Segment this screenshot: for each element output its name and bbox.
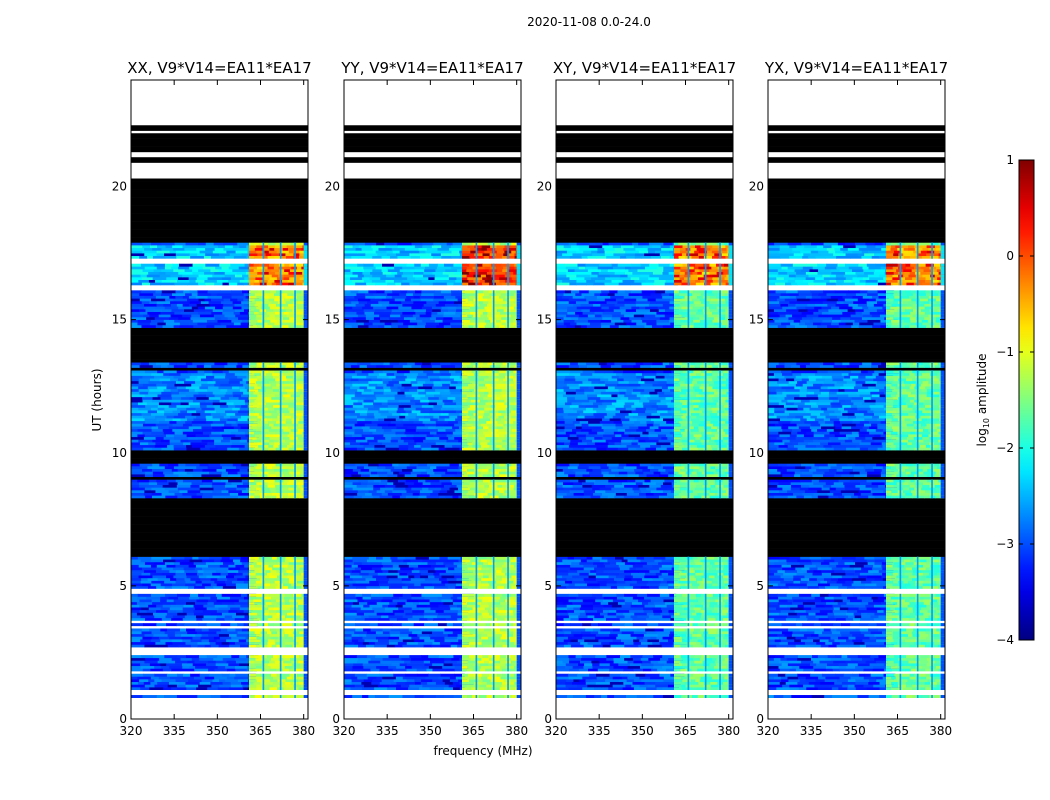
- x-tick-label: 365: [462, 724, 485, 738]
- x-tick-label: 380: [505, 724, 528, 738]
- y-tick-label: 0: [119, 712, 127, 726]
- panel-title: XX, V9*V14=EA11*EA17: [127, 59, 311, 77]
- y-axis-label: UT (hours): [90, 368, 104, 431]
- x-tick-label: 365: [674, 724, 697, 738]
- colorbar-tick-label: −3: [996, 537, 1014, 551]
- colorbar-tick-label: −4: [996, 633, 1014, 647]
- x-tick-label: 380: [929, 724, 952, 738]
- colorbar: 1 0 −1 −2 −3 −4 log10 amplitude: [975, 153, 1035, 647]
- colorbar-tick-label: −1: [996, 345, 1014, 359]
- colorbar-frame: [1018, 159, 1035, 641]
- y-tick-label: 0: [544, 712, 552, 726]
- y-tick-label: 0: [332, 712, 340, 726]
- colorbar-gradient: [1019, 160, 1034, 640]
- x-axis-label: frequency (MHz): [433, 744, 532, 758]
- axes-frame: [555, 79, 734, 720]
- axes-frame: [343, 79, 522, 720]
- x-tick-label: 320: [333, 724, 356, 738]
- y-tick-label: 20: [325, 180, 340, 194]
- colorbar-tick-label: 1: [1006, 153, 1014, 167]
- x-tick-label: 335: [376, 724, 399, 738]
- heatmap-image: [131, 80, 308, 719]
- x-tick-label: 350: [631, 724, 654, 738]
- y-tick-label: 0: [756, 712, 764, 726]
- x-tick-label: 380: [717, 724, 740, 738]
- axes-frame: [130, 79, 309, 720]
- x-tick-label: 380: [292, 724, 315, 738]
- y-tick-label: 5: [332, 579, 340, 593]
- panel-title: YX, V9*V14=EA11*EA17: [764, 59, 948, 77]
- y-tick-label: 10: [325, 446, 340, 460]
- x-tick-label: 320: [545, 724, 568, 738]
- y-tick-label: 15: [749, 313, 764, 327]
- x-tick-label: 320: [757, 724, 780, 738]
- y-tick-label: 10: [537, 446, 552, 460]
- colorbar-label: log10 amplitude: [975, 354, 991, 447]
- y-tick-label: 15: [112, 313, 127, 327]
- x-tick-label: 350: [843, 724, 866, 738]
- colorbar-tick-label: 0: [1006, 249, 1014, 263]
- axes-frame: [767, 79, 946, 720]
- panel-yy: YY, V9*V14=EA11*EA17 320 335 350 365 380 0 5 10 1…: [325, 59, 528, 738]
- y-tick-label: 15: [325, 313, 340, 327]
- heatmap-image: [556, 80, 733, 719]
- panel-xy: XY, V9*V14=EA11*EA17 320 335 350 365 380 0 5 10 1…: [537, 59, 740, 738]
- y-tick-label: 20: [537, 180, 552, 194]
- x-tick-label: 335: [163, 724, 186, 738]
- x-tick-label: 365: [249, 724, 272, 738]
- panels-group: XX, V9*V14=EA11*EA17 320 335 350 365 380 0 5 10 1…: [112, 59, 952, 738]
- y-tick-label: 15: [537, 313, 552, 327]
- x-tick-label: 350: [206, 724, 229, 738]
- x-tick-label: 350: [419, 724, 442, 738]
- y-tick-label: 10: [749, 446, 764, 460]
- heatmap-image: [768, 80, 945, 719]
- y-tick-label: 5: [119, 579, 127, 593]
- x-tick-label: 320: [120, 724, 143, 738]
- y-tick-label: 10: [112, 446, 127, 460]
- panel-xx: XX, V9*V14=EA11*EA17 320 335 350 365 380 0 5 10 1…: [112, 59, 315, 738]
- heatmap-image: [344, 80, 521, 719]
- y-tick-label: 5: [756, 579, 764, 593]
- y-tick-label: 20: [749, 180, 764, 194]
- colorbar-tick-label: −2: [996, 441, 1014, 455]
- panel-title: XY, V9*V14=EA11*EA17: [553, 59, 736, 77]
- x-tick-label: 335: [800, 724, 823, 738]
- x-tick-label: 335: [588, 724, 611, 738]
- x-tick-label: 365: [886, 724, 909, 738]
- y-tick-label: 5: [544, 579, 552, 593]
- figure-suptitle: 2020-11-08 0.0-24.0: [527, 15, 651, 29]
- panel-title: YY, V9*V14=EA11*EA17: [340, 59, 523, 77]
- panel-yx: YX, V9*V14=EA11*EA17 320 335 350 365 380 0 5 10 1…: [749, 59, 952, 738]
- y-tick-label: 20: [112, 180, 127, 194]
